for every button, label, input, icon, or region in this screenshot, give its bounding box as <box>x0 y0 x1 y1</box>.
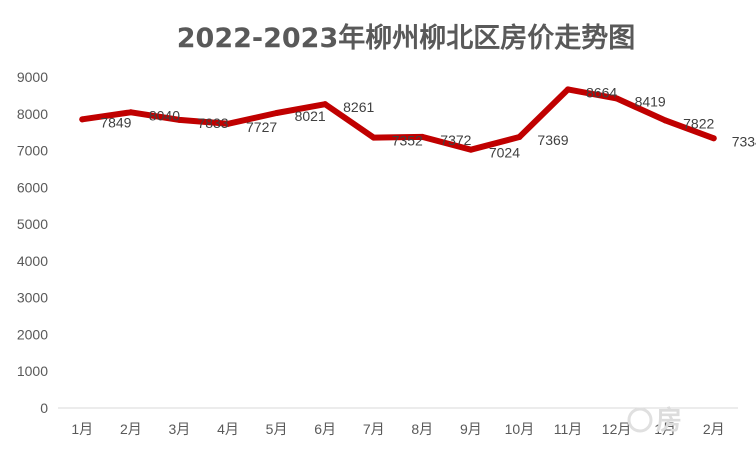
data-point <box>613 95 620 102</box>
x-axis: 1月 2月 3月 4月 5月 6月 7月 8月 9月 10月 11月 12月 1月 2月 <box>71 421 724 437</box>
series-line <box>79 86 717 153</box>
data-label: 8040 <box>149 107 180 123</box>
data-label: 7833 <box>197 115 228 131</box>
data-label: 7849 <box>100 114 131 130</box>
data-point <box>225 120 231 127</box>
watermark-text: 房 <box>656 406 682 436</box>
data-label: 7352 <box>392 133 423 149</box>
data-point <box>565 86 571 93</box>
y-tick-label: 2000 <box>17 326 48 342</box>
chart-title: 2022-2023年柳州柳北区房价走势图 <box>177 22 636 54</box>
x-tick-label: 3月 <box>169 421 191 437</box>
y-tick-label: 7000 <box>17 143 48 159</box>
data-point <box>419 133 426 140</box>
y-tick-label: 4000 <box>17 253 48 269</box>
data-point <box>176 116 183 123</box>
y-tick-label: 1000 <box>17 363 48 379</box>
y-tick-label: 3000 <box>17 290 48 306</box>
data-point <box>662 117 669 124</box>
data-point <box>370 134 377 141</box>
y-tick-label: 6000 <box>17 179 48 195</box>
watermark-logo: 房 <box>627 406 682 436</box>
x-tick-label: 7月 <box>363 421 385 437</box>
data-point <box>516 133 523 140</box>
data-label: 8261 <box>343 99 374 115</box>
x-tick-label: 6月 <box>314 421 336 437</box>
y-tick-label: 0 <box>40 400 48 416</box>
data-point <box>79 116 86 123</box>
y-tick-label: 8000 <box>17 106 48 122</box>
y-tick-label: 9000 <box>17 69 48 85</box>
data-point <box>710 135 717 142</box>
x-tick-label: 8月 <box>411 421 433 437</box>
data-point <box>273 110 280 117</box>
x-tick-label: 12月 <box>602 421 632 437</box>
y-tick-label: 5000 <box>17 216 48 232</box>
x-tick-label: 4月 <box>217 421 239 437</box>
data-label: 7369 <box>537 132 568 148</box>
y-axis: 0 1000 2000 3000 4000 5000 6000 7000 8000 9000 <box>17 69 48 416</box>
x-tick-label: 2月 <box>703 421 725 437</box>
data-label: 8664 <box>586 84 617 100</box>
data-label: 8419 <box>635 93 666 109</box>
data-label: 7372 <box>440 132 471 148</box>
data-label: 7727 <box>246 119 277 135</box>
data-point <box>127 109 134 116</box>
data-point <box>322 101 329 108</box>
data-label: 8021 <box>295 108 326 124</box>
x-tick-label: 1月 <box>71 421 93 437</box>
x-tick-label: 5月 <box>266 421 288 437</box>
data-label: 7334 <box>732 133 756 149</box>
x-tick-label: 11月 <box>554 421 583 437</box>
series-line-group <box>79 86 717 153</box>
x-tick-label: 9月 <box>460 421 482 437</box>
x-tick-label: 10月 <box>505 421 535 437</box>
x-tick-label: 1月 <box>654 421 676 437</box>
x-tick-label: 2月 <box>120 421 142 437</box>
data-label: 7024 <box>489 145 520 161</box>
data-point <box>467 146 474 153</box>
data-label: 7822 <box>683 115 714 131</box>
data-labels: 7849 8040 7833 7727 8021 8261 7352 7372 7024 7369… <box>100 84 756 160</box>
